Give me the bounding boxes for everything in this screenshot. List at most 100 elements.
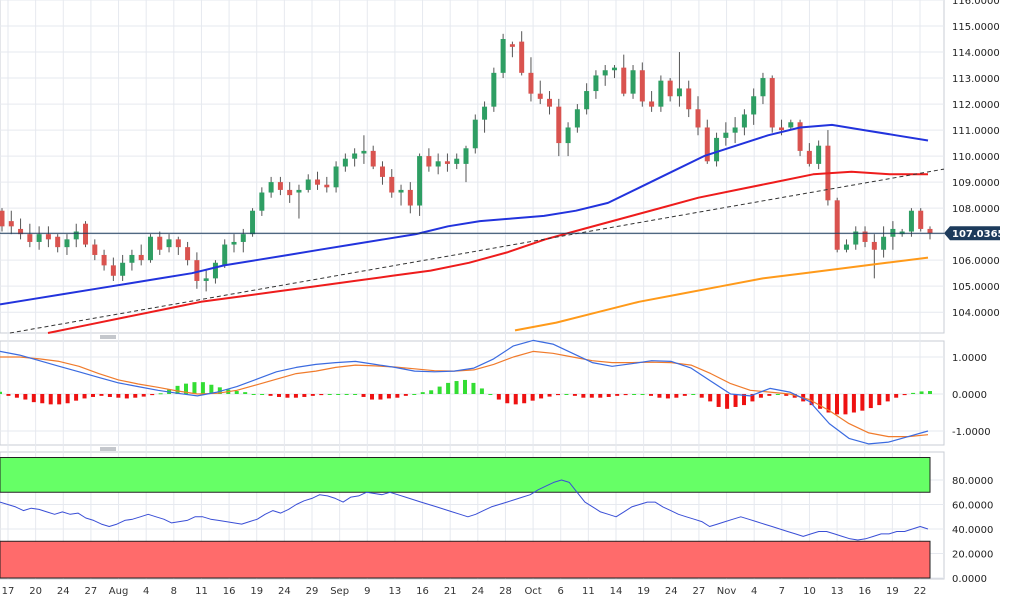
macd-histogram-bar-negative [809, 394, 814, 406]
macd-histogram-bar-negative [505, 394, 510, 404]
macd-histogram-bar-positive [437, 386, 442, 394]
bullish-candle [630, 70, 636, 94]
bullish-candle [147, 236, 153, 261]
macd-histogram-bar-negative [530, 394, 535, 401]
macd-histogram-bar-negative [615, 394, 620, 396]
macd-histogram-bar-negative [378, 394, 383, 400]
price-axis-tick: 109.0000 [952, 178, 1000, 189]
macd-histogram-bar-negative [370, 394, 374, 400]
x-axis-tick: 24 [471, 586, 484, 597]
x-axis-tick: 13 [389, 586, 402, 597]
rsi-axis-tick: 20.0000 [952, 550, 993, 561]
macd-histogram-bar-negative [91, 394, 95, 397]
macd-histogram-bar-negative [57, 394, 62, 405]
bullish-candle [593, 75, 599, 92]
bearish-candle [27, 234, 33, 242]
x-axis-tick: 11 [195, 586, 208, 597]
bullish-candle [64, 239, 70, 248]
x-axis-tick: 13 [831, 586, 844, 597]
bullish-candle [231, 241, 237, 245]
bearish-candle [101, 254, 107, 266]
bearish-candle [649, 101, 655, 107]
rsi-oversold-zone [0, 540, 931, 579]
bullish-candle [788, 122, 794, 128]
sma-slow-line [514, 256, 929, 332]
bearish-candle [547, 98, 553, 107]
macd-histogram-bar-negative [386, 394, 391, 399]
x-axis-tick: 28 [499, 586, 512, 597]
bearish-candle [0, 210, 5, 227]
x-axis-tick: 19 [250, 586, 263, 597]
bullish-candle [240, 234, 246, 242]
bearish-candle [55, 236, 61, 248]
price-axis-tick: 110.0000 [952, 152, 1000, 163]
x-axis-tick: 19 [886, 586, 899, 597]
rsi-panel-resize-handle[interactable] [100, 447, 116, 451]
macd-histogram-bar-negative [572, 394, 577, 396]
bullish-candle [741, 114, 747, 128]
rsi-axis-tick: 80.0000 [952, 476, 993, 487]
bullish-candle [751, 96, 757, 115]
x-axis-tick: 16 [416, 586, 429, 597]
macd-histogram-bar-positive [564, 394, 569, 395]
macd-histogram-bar-negative [657, 394, 662, 398]
bullish-candle [732, 127, 738, 133]
macd-histogram-bar-positive [158, 393, 163, 395]
price-panel [0, 0, 945, 334]
price-axis-tick: 106.0000 [952, 256, 1000, 267]
x-axis-tick: 20 [29, 586, 42, 597]
bearish-candle [834, 200, 840, 250]
price-axis-tick: 112.0000 [952, 100, 1000, 111]
macd-histogram-bar-negative [302, 394, 307, 397]
macd-histogram-bar-positive [775, 394, 780, 395]
macd-histogram-bar-negative [395, 394, 400, 398]
bullish-candle [73, 231, 79, 240]
bullish-candle [166, 239, 172, 248]
macd-histogram-bar-positive [175, 385, 180, 394]
x-axis-tick: 11 [582, 586, 595, 597]
bullish-candle [222, 244, 228, 266]
macd-histogram-bar-negative [581, 394, 586, 398]
bearish-candle [862, 231, 868, 242]
price-axis-tick: 105.0000 [952, 282, 1000, 293]
macd-histogram-bar-negative [107, 394, 112, 397]
macd-histogram-bar-negative [513, 394, 518, 405]
bearish-candle [324, 184, 330, 188]
macd-histogram-bar-positive [420, 392, 425, 394]
macd-histogram-bar-negative [403, 394, 408, 396]
bearish-candle [138, 254, 144, 261]
bullish-candle [491, 72, 497, 107]
bearish-candle [92, 244, 98, 255]
macd-axis-tick: 0.0000 [952, 390, 987, 401]
bullish-candle [333, 166, 339, 188]
macd-panel-resize-handle[interactable] [100, 335, 116, 339]
x-axis-tick: 24 [665, 586, 678, 597]
macd-signal-line [0, 350, 929, 438]
macd-histogram-bar-negative [835, 394, 839, 415]
x-axis-tick: 19 [637, 586, 650, 597]
macd-histogram-bar-negative [589, 394, 594, 398]
macd-histogram-bar-negative [124, 394, 129, 399]
bearish-candle [519, 41, 525, 73]
bullish-candle [129, 254, 135, 263]
bearish-candle [695, 109, 701, 128]
macd-histogram-bar-negative [268, 394, 273, 396]
macd-histogram-bar-negative [902, 394, 907, 396]
bearish-candle [18, 228, 24, 235]
macd-histogram-bar-positive [640, 394, 645, 395]
x-axis-tick: 14 [610, 586, 623, 597]
bullish-candle [120, 262, 126, 276]
bullish-candle [398, 189, 404, 193]
bearish-candle [426, 156, 432, 167]
bearish-candle [871, 241, 877, 250]
macd-histogram-bar-positive [471, 382, 476, 394]
macd-histogram-bar-negative [48, 394, 53, 405]
macd-histogram-bar-positive [632, 394, 637, 395]
x-axis-tick: 17 [2, 586, 15, 597]
macd-histogram-bar-negative [14, 394, 19, 398]
x-axis-tick: 10 [803, 586, 816, 597]
bearish-candle [509, 44, 515, 47]
bullish-candle [723, 132, 729, 138]
x-axis-tick: 8 [171, 586, 177, 597]
bullish-candle [305, 179, 311, 190]
